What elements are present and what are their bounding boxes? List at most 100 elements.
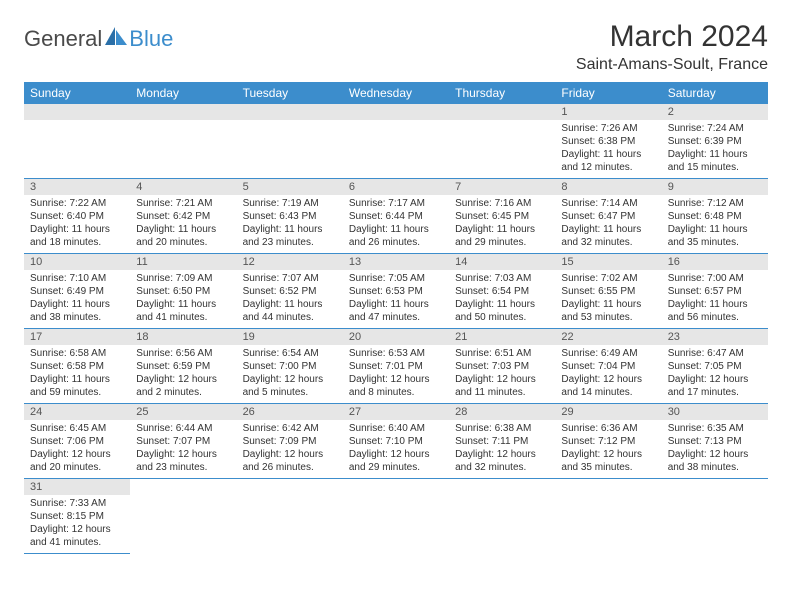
calendar-row: 17Sunrise: 6:58 AMSunset: 6:58 PMDayligh… (24, 329, 768, 404)
calendar-cell: 22Sunrise: 6:49 AMSunset: 7:04 PMDayligh… (555, 329, 661, 404)
calendar-cell: 31Sunrise: 7:33 AMSunset: 8:15 PMDayligh… (24, 479, 130, 554)
calendar-cell: 17Sunrise: 6:58 AMSunset: 6:58 PMDayligh… (24, 329, 130, 404)
calendar-cell (343, 104, 449, 179)
calendar-row: 10Sunrise: 7:10 AMSunset: 6:49 PMDayligh… (24, 254, 768, 329)
day-number: 27 (343, 404, 449, 420)
day-details: Sunrise: 6:49 AMSunset: 7:04 PMDaylight:… (555, 345, 661, 403)
calendar-cell: 2Sunrise: 7:24 AMSunset: 6:39 PMDaylight… (662, 104, 768, 179)
calendar-row: 3Sunrise: 7:22 AMSunset: 6:40 PMDaylight… (24, 179, 768, 254)
day-number: 26 (237, 404, 343, 420)
day-number: 20 (343, 329, 449, 345)
calendar-cell (662, 479, 768, 554)
day-details: Sunrise: 7:24 AMSunset: 6:39 PMDaylight:… (662, 120, 768, 178)
day-details: Sunrise: 6:42 AMSunset: 7:09 PMDaylight:… (237, 420, 343, 478)
day-details: Sunrise: 7:00 AMSunset: 6:57 PMDaylight:… (662, 270, 768, 328)
day-number: 25 (130, 404, 236, 420)
weekday-header: Wednesday (343, 82, 449, 104)
calendar-cell: 18Sunrise: 6:56 AMSunset: 6:59 PMDayligh… (130, 329, 236, 404)
day-details: Sunrise: 7:05 AMSunset: 6:53 PMDaylight:… (343, 270, 449, 328)
day-number: 7 (449, 179, 555, 195)
calendar-cell (449, 479, 555, 554)
weekday-header: Thursday (449, 82, 555, 104)
calendar-cell: 24Sunrise: 6:45 AMSunset: 7:06 PMDayligh… (24, 404, 130, 479)
calendar-row: 1Sunrise: 7:26 AMSunset: 6:38 PMDaylight… (24, 104, 768, 179)
day-details: Sunrise: 7:17 AMSunset: 6:44 PMDaylight:… (343, 195, 449, 253)
day-number: 10 (24, 254, 130, 270)
day-number-empty (343, 104, 449, 120)
calendar-table: SundayMondayTuesdayWednesdayThursdayFrid… (24, 82, 768, 554)
day-details: Sunrise: 6:51 AMSunset: 7:03 PMDaylight:… (449, 345, 555, 403)
day-number: 21 (449, 329, 555, 345)
day-details: Sunrise: 7:07 AMSunset: 6:52 PMDaylight:… (237, 270, 343, 328)
calendar-cell: 7Sunrise: 7:16 AMSunset: 6:45 PMDaylight… (449, 179, 555, 254)
day-details: Sunrise: 6:44 AMSunset: 7:07 PMDaylight:… (130, 420, 236, 478)
day-details: Sunrise: 7:33 AMSunset: 8:15 PMDaylight:… (24, 495, 130, 553)
day-number: 22 (555, 329, 661, 345)
day-number-empty (237, 104, 343, 120)
day-number: 13 (343, 254, 449, 270)
day-number: 14 (449, 254, 555, 270)
weekday-header: Tuesday (237, 82, 343, 104)
calendar-cell: 23Sunrise: 6:47 AMSunset: 7:05 PMDayligh… (662, 329, 768, 404)
calendar-cell (24, 104, 130, 179)
calendar-cell: 15Sunrise: 7:02 AMSunset: 6:55 PMDayligh… (555, 254, 661, 329)
day-details: Sunrise: 7:26 AMSunset: 6:38 PMDaylight:… (555, 120, 661, 178)
location: Saint-Amans-Soult, France (576, 56, 768, 74)
day-number: 16 (662, 254, 768, 270)
day-details: Sunrise: 6:56 AMSunset: 6:59 PMDaylight:… (130, 345, 236, 403)
calendar-body: 1Sunrise: 7:26 AMSunset: 6:38 PMDaylight… (24, 104, 768, 554)
calendar-cell: 27Sunrise: 6:40 AMSunset: 7:10 PMDayligh… (343, 404, 449, 479)
calendar-cell (449, 104, 555, 179)
day-number: 30 (662, 404, 768, 420)
calendar-cell: 1Sunrise: 7:26 AMSunset: 6:38 PMDaylight… (555, 104, 661, 179)
day-number: 8 (555, 179, 661, 195)
calendar-cell: 29Sunrise: 6:36 AMSunset: 7:12 PMDayligh… (555, 404, 661, 479)
day-details: Sunrise: 7:19 AMSunset: 6:43 PMDaylight:… (237, 195, 343, 253)
weekday-header: Monday (130, 82, 236, 104)
day-details: Sunrise: 6:40 AMSunset: 7:10 PMDaylight:… (343, 420, 449, 478)
calendar-cell: 9Sunrise: 7:12 AMSunset: 6:48 PMDaylight… (662, 179, 768, 254)
calendar-cell: 13Sunrise: 7:05 AMSunset: 6:53 PMDayligh… (343, 254, 449, 329)
calendar-cell (130, 479, 236, 554)
day-details: Sunrise: 7:03 AMSunset: 6:54 PMDaylight:… (449, 270, 555, 328)
calendar-cell (343, 479, 449, 554)
calendar-cell: 20Sunrise: 6:53 AMSunset: 7:01 PMDayligh… (343, 329, 449, 404)
calendar-cell: 26Sunrise: 6:42 AMSunset: 7:09 PMDayligh… (237, 404, 343, 479)
day-number: 3 (24, 179, 130, 195)
day-number: 1 (555, 104, 661, 120)
weekday-header-row: SundayMondayTuesdayWednesdayThursdayFrid… (24, 82, 768, 104)
calendar-cell: 4Sunrise: 7:21 AMSunset: 6:42 PMDaylight… (130, 179, 236, 254)
calendar-cell (555, 479, 661, 554)
day-number: 11 (130, 254, 236, 270)
weekday-header: Sunday (24, 82, 130, 104)
day-number: 2 (662, 104, 768, 120)
calendar-cell: 11Sunrise: 7:09 AMSunset: 6:50 PMDayligh… (130, 254, 236, 329)
day-number: 31 (24, 479, 130, 495)
day-details: Sunrise: 6:58 AMSunset: 6:58 PMDaylight:… (24, 345, 130, 403)
title-block: March 2024 Saint-Amans-Soult, France (576, 20, 768, 74)
calendar-row: 24Sunrise: 6:45 AMSunset: 7:06 PMDayligh… (24, 404, 768, 479)
day-number: 19 (237, 329, 343, 345)
day-details: Sunrise: 7:21 AMSunset: 6:42 PMDaylight:… (130, 195, 236, 253)
calendar-cell: 6Sunrise: 7:17 AMSunset: 6:44 PMDaylight… (343, 179, 449, 254)
calendar-cell: 12Sunrise: 7:07 AMSunset: 6:52 PMDayligh… (237, 254, 343, 329)
month-title: March 2024 (576, 20, 768, 54)
weekday-header: Friday (555, 82, 661, 104)
calendar-cell (237, 104, 343, 179)
calendar-cell: 25Sunrise: 6:44 AMSunset: 7:07 PMDayligh… (130, 404, 236, 479)
day-details: Sunrise: 6:38 AMSunset: 7:11 PMDaylight:… (449, 420, 555, 478)
logo-text-general: General (24, 26, 102, 52)
weekday-header: Saturday (662, 82, 768, 104)
day-details: Sunrise: 6:54 AMSunset: 7:00 PMDaylight:… (237, 345, 343, 403)
day-number: 15 (555, 254, 661, 270)
calendar-cell: 8Sunrise: 7:14 AMSunset: 6:47 PMDaylight… (555, 179, 661, 254)
day-number: 6 (343, 179, 449, 195)
day-number: 17 (24, 329, 130, 345)
day-details: Sunrise: 6:53 AMSunset: 7:01 PMDaylight:… (343, 345, 449, 403)
day-details: Sunrise: 7:22 AMSunset: 6:40 PMDaylight:… (24, 195, 130, 253)
day-number: 23 (662, 329, 768, 345)
day-number: 4 (130, 179, 236, 195)
day-number-empty (24, 104, 130, 120)
calendar-cell: 5Sunrise: 7:19 AMSunset: 6:43 PMDaylight… (237, 179, 343, 254)
day-number-empty (130, 104, 236, 120)
